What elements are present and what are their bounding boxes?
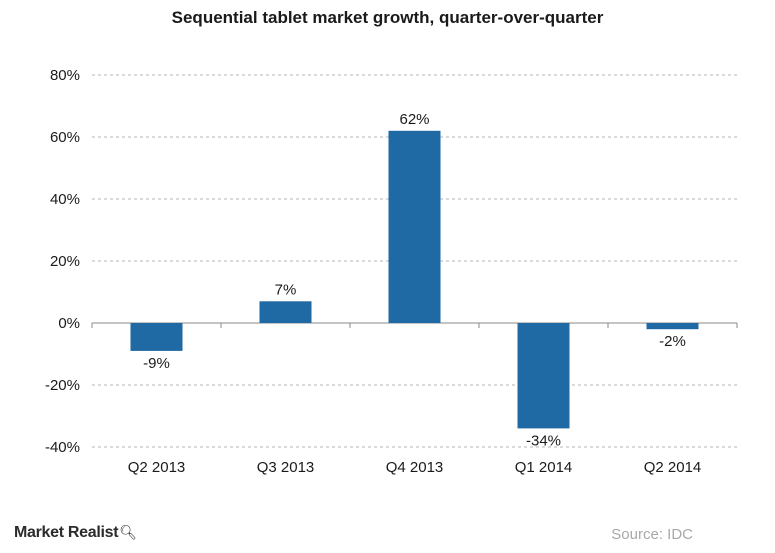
data-label: 62%: [399, 111, 429, 128]
x-tick-label: Q2 2014: [644, 459, 702, 476]
magnifier-icon: 🔍︎: [119, 524, 137, 540]
y-tick-label: 20%: [50, 253, 80, 270]
y-tick-label: 0%: [58, 315, 80, 332]
bar: [646, 323, 699, 330]
market-realist-logo: Market Realist🔍︎: [14, 524, 137, 542]
x-tick-label: Q3 2013: [257, 459, 315, 476]
bar: [388, 130, 441, 323]
x-tick-label: Q4 2013: [386, 459, 444, 476]
data-label: 7%: [275, 281, 297, 298]
y-tick-label: -40%: [45, 439, 80, 456]
y-tick-label: 40%: [50, 191, 80, 208]
source-note: Source: IDC: [611, 526, 693, 543]
data-label: -9%: [143, 355, 170, 372]
data-label: -34%: [526, 432, 561, 449]
bar: [259, 301, 312, 323]
x-tick-label: Q2 2013: [128, 459, 186, 476]
bar: [517, 323, 570, 429]
chart-title: Sequential tablet market growth, quarter…: [171, 8, 604, 27]
x-tick-label: Q1 2014: [515, 459, 573, 476]
logo-text: Market Realist: [14, 524, 119, 541]
data-label: -2%: [659, 333, 686, 350]
y-tick-label: -20%: [45, 377, 80, 394]
y-tick-label: 80%: [50, 67, 80, 84]
bar: [130, 323, 183, 351]
y-tick-label: 60%: [50, 129, 80, 146]
